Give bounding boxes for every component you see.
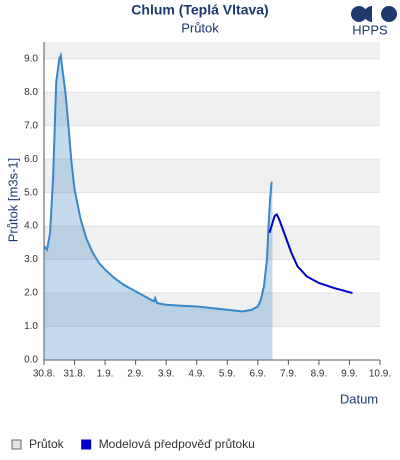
x-tick-label: 9.9.	[341, 369, 358, 380]
x-tick-label: 30.8.	[33, 369, 55, 380]
y-tick-label: 9.0	[24, 53, 38, 64]
series-line	[268, 212, 353, 295]
y-tick-label: 0.0	[24, 355, 38, 366]
x-tick-label: 1.9.	[97, 369, 114, 380]
y-tick-label: 5.0	[24, 187, 38, 198]
series-line	[43, 51, 273, 313]
y-tick-label: 3.0	[24, 254, 38, 265]
chart-subtitle: Průtok	[181, 20, 219, 35]
y-tick-label: 7.0	[24, 120, 38, 131]
x-tick-label: 3.9.	[158, 369, 175, 380]
x-tick-label: 5.9.	[219, 369, 236, 380]
y-tick-label: 4.0	[24, 221, 38, 232]
grid-band	[44, 293, 380, 327]
legend-swatch	[81, 439, 92, 450]
y-axis-label: Průtok [m3s-1]	[5, 158, 20, 243]
logo-text: HPPS	[352, 22, 388, 37]
x-tick-label: 2.9.	[127, 369, 144, 380]
grid-band	[44, 42, 380, 59]
x-tick-label: 10.9.	[369, 369, 391, 380]
legend-label: Modelová předpověď průtoku	[99, 437, 255, 451]
y-tick-label: 1.0	[24, 321, 38, 332]
x-tick-label: 4.9.	[188, 369, 205, 380]
grid-band	[44, 159, 380, 193]
x-tick-label: 6.9.	[249, 369, 266, 380]
x-tick-label: 8.9.	[311, 369, 328, 380]
chart-title: Chlum (Teplá Vltava)	[131, 2, 268, 18]
legend-swatch	[11, 439, 22, 450]
y-tick-label: 2.0	[24, 288, 38, 299]
x-tick-label: 7.9.	[280, 369, 297, 380]
x-tick-label: 31.8.	[63, 369, 85, 380]
logo: HPPS	[351, 6, 397, 37]
grid-band	[44, 92, 380, 126]
grid-band	[44, 226, 380, 260]
y-tick-label: 6.0	[24, 154, 38, 165]
y-tick-label: 8.0	[24, 87, 38, 98]
legend-label: Průtok	[29, 437, 65, 451]
x-axis-label: Datum	[340, 391, 378, 406]
area-fill	[44, 55, 273, 361]
